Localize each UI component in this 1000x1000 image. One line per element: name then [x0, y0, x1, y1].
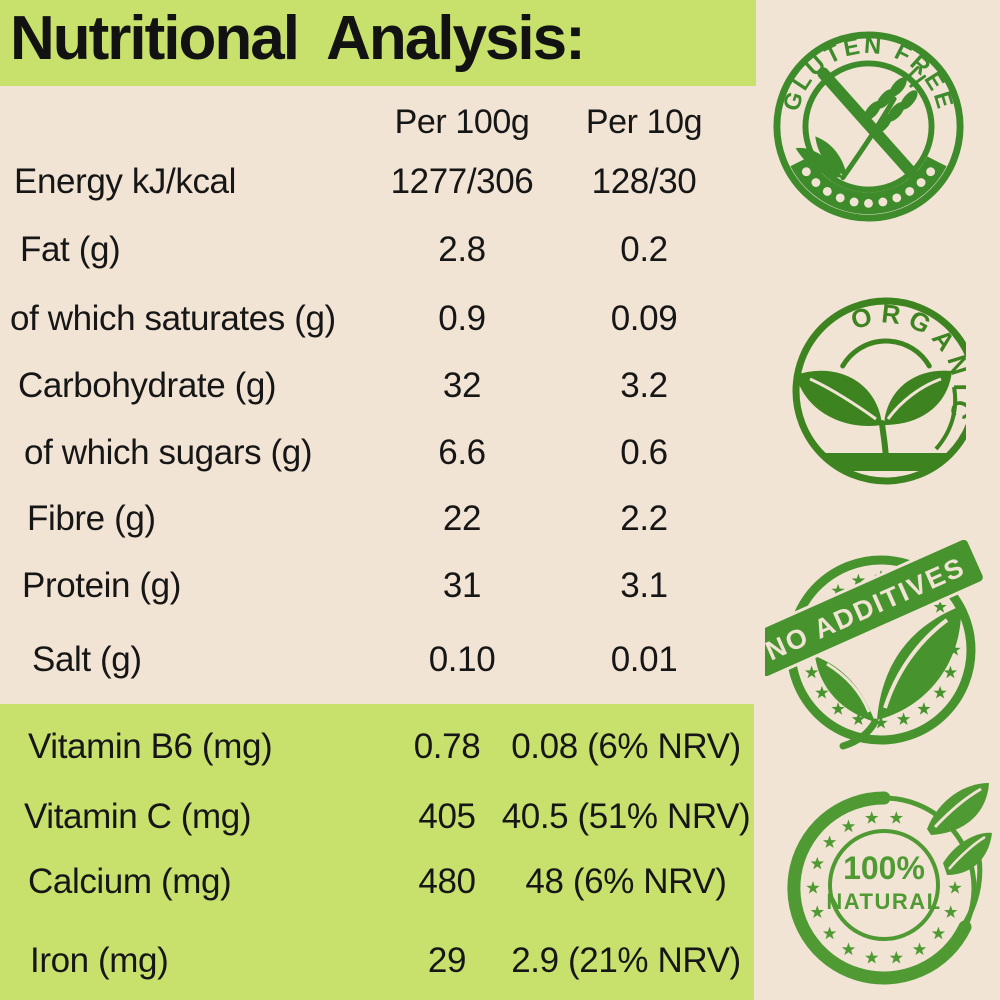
table-row-energy: Energy kJ/kcal 1277/306 128/30 — [0, 162, 756, 204]
leaves-icon — [927, 783, 992, 931]
col-header-per-10g: Per 10g — [585, 103, 703, 141]
row-label: of which saturates (g) — [10, 299, 336, 338]
row-value-per100: 29 — [427, 941, 467, 980]
row-value-per100: 0.78 — [413, 727, 481, 766]
row-value-per10: 0.09 — [610, 299, 678, 338]
dot-ring — [801, 167, 936, 208]
row-value-per10: 40.5 (51% NRV) — [501, 797, 751, 836]
sprout-icon — [796, 370, 958, 471]
no-additives-badge: NO ADDITIVES — [765, 540, 985, 760]
row-label: Fat (g) — [20, 230, 121, 269]
row-value-per10: 3.2 — [620, 366, 668, 405]
table-row-vitamin-b6: Vitamin B6 (mg) 0.78 0.08 (6% NRV) — [0, 727, 756, 769]
title-bar: Nutritional Analysis: — [0, 0, 756, 86]
row-value-per100: 6.6 — [438, 433, 486, 472]
row-label: Fibre (g) — [27, 499, 156, 538]
natural-label-natural: NATURAL — [826, 889, 941, 914]
col-header-per-100g: Per 100g — [394, 103, 530, 141]
row-label: Vitamin C (mg) — [24, 797, 252, 836]
table-row-salt: Salt (g) 0.10 0.01 — [0, 640, 756, 682]
row-label: Calcium (mg) — [28, 862, 232, 901]
table-header-row: Per 100g Per 10g — [0, 102, 756, 144]
row-value-per10: 128/30 — [591, 162, 697, 201]
row-value-per100: 480 — [418, 862, 476, 901]
row-value-per10: 2.2 — [620, 499, 668, 538]
table-row-vitamin-c: Vitamin C (mg) 405 40.5 (51% NRV) — [0, 797, 756, 839]
row-value-per100: 0.10 — [428, 640, 496, 679]
row-value-per10: 0.6 — [620, 433, 668, 472]
row-value-per100: 405 — [418, 797, 476, 836]
row-label: Carbohydrate (g) — [18, 366, 277, 405]
table-row-calcium: Calcium (mg) 480 48 (6% NRV) — [0, 862, 756, 904]
row-value-per10: 0.08 (6% NRV) — [511, 727, 741, 766]
natural-badge: 100% NATURAL — [775, 779, 993, 997]
row-value-per10: 48 (6% NRV) — [525, 862, 727, 901]
row-value-per100: 1277/306 — [390, 162, 534, 201]
organic-badge: ORGANIC — [766, 291, 966, 491]
row-value-per10: 0.2 — [620, 230, 668, 269]
row-label: of which sugars (g) — [24, 433, 313, 472]
row-value-per100: 32 — [442, 366, 482, 405]
row-label: Protein (g) — [22, 566, 181, 605]
row-value-per10: 3.1 — [620, 566, 668, 605]
table-row-protein: Protein (g) 31 3.1 — [0, 566, 756, 608]
row-value-per100: 31 — [442, 566, 482, 605]
row-value-per100: 2.8 — [438, 230, 486, 269]
natural-icon: 100% NATURAL — [787, 783, 992, 985]
table-row-sugars: of which sugars (g) 6.6 0.6 — [0, 433, 756, 475]
row-value-per10: 0.01 — [610, 640, 678, 679]
table-row-saturates: of which saturates (g) 0.9 0.09 — [0, 299, 756, 341]
table-row-carbohydrate: Carbohydrate (g) 32 3.2 — [0, 366, 756, 408]
row-value-per100: 0.9 — [438, 299, 486, 338]
row-label: Vitamin B6 (mg) — [28, 727, 273, 766]
leaf-check-icon — [815, 606, 962, 750]
row-value-per100: 22 — [442, 499, 482, 538]
gluten-free-badge: GLUTEN FREE — [770, 28, 967, 225]
page-title: Nutritional Analysis: — [10, 4, 586, 73]
row-value-per10: 2.9 (21% NRV) — [511, 941, 741, 980]
row-label: Energy kJ/kcal — [14, 162, 236, 201]
no-additives-icon: NO ADDITIVES — [765, 540, 985, 750]
natural-label-100: 100% — [843, 850, 925, 886]
table-row-iron: Iron (mg) 29 2.9 (21% NRV) — [0, 941, 756, 983]
row-label: Salt (g) — [32, 640, 142, 679]
svg-text:GLUTEN FREE: GLUTEN FREE — [779, 33, 959, 115]
row-label: Iron (mg) — [30, 941, 169, 980]
organic-icon: ORGANIC — [792, 297, 966, 485]
gluten-free-icon: GLUTEN FREE — [773, 31, 964, 222]
table-row-fibre: Fibre (g) 22 2.2 — [0, 499, 756, 541]
table-row-fat: Fat (g) 2.8 0.2 — [0, 230, 756, 272]
vitamins-block — [0, 704, 754, 1000]
gluten-free-label: GLUTEN FREE — [779, 33, 956, 115]
